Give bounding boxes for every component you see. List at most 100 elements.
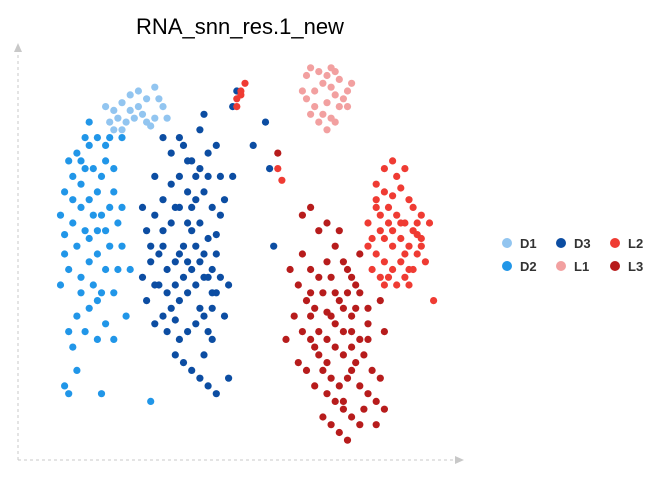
point-l1-24 (343, 103, 352, 111)
point-l3-26 (302, 297, 311, 305)
point-d1-20 (118, 126, 126, 134)
point-l2-45 (372, 203, 380, 211)
point-l2-38 (364, 242, 372, 250)
chart-title: RNA_snn_res.1_new (136, 14, 344, 39)
point-d3-81 (171, 203, 179, 211)
legend-key-l3 (610, 261, 620, 271)
point-d1-13 (110, 126, 118, 134)
point-d2-48 (110, 289, 118, 297)
point-l2-53 (401, 250, 409, 258)
point-l3-73 (356, 250, 364, 258)
point-d1-5 (143, 95, 151, 103)
point-l3-31 (323, 258, 331, 266)
point-d1-7 (122, 118, 130, 126)
point-l3-79 (311, 343, 319, 351)
point-l2-1 (241, 79, 249, 87)
legend-label-l1: L1 (574, 259, 589, 274)
point-d2-20 (73, 242, 81, 250)
point-d2-34 (69, 343, 77, 351)
point-d3-68 (171, 316, 179, 324)
point-d3-27 (175, 297, 183, 305)
point-l3-62 (302, 366, 311, 374)
point-d3-32 (138, 273, 147, 281)
point-d2-56 (89, 165, 97, 173)
point-l3-13 (315, 351, 323, 359)
point-d2-25 (81, 227, 89, 235)
point-d1-19 (163, 114, 171, 122)
point-d3-70 (220, 312, 229, 320)
point-l2-12 (393, 211, 401, 219)
point-d3-45 (184, 328, 192, 336)
point-d2-10 (102, 157, 110, 165)
point-d2-21 (65, 265, 73, 274)
point-d3-13 (143, 227, 151, 235)
point-d3-62 (196, 126, 204, 134)
point-d2-45 (77, 203, 85, 211)
point-d2-64 (56, 281, 65, 289)
legend-key-l2 (610, 238, 620, 248)
point-d3-91 (270, 242, 278, 250)
point-l1-16 (298, 87, 306, 95)
point-d2-37 (61, 382, 69, 390)
point-l3-15 (331, 343, 339, 351)
point-l3-59 (335, 428, 343, 437)
point-l1-21 (331, 118, 339, 126)
point-d3-22 (212, 250, 220, 258)
point-l2-49 (417, 234, 425, 243)
point-l2-31 (389, 157, 397, 165)
point-l3-36 (323, 335, 331, 343)
point-d2-18 (69, 219, 77, 227)
point-d3-11 (159, 196, 167, 204)
point-d3-25 (192, 281, 200, 289)
point-d3-29 (159, 312, 167, 320)
point-l1-15 (323, 99, 331, 107)
point-d2-33 (65, 328, 73, 336)
point-l1-25 (327, 64, 335, 72)
point-d1-17 (143, 118, 151, 126)
point-l3-72 (343, 265, 352, 274)
point-d3-23 (208, 265, 216, 274)
point-d2-16 (106, 203, 114, 211)
point-l2-40 (393, 281, 401, 289)
point-d2-3 (73, 149, 81, 157)
point-d2-55 (69, 196, 77, 204)
point-d3-72 (151, 281, 159, 289)
point-l1-20 (323, 126, 331, 134)
point-l3-35 (331, 320, 339, 328)
legend-key-d3 (556, 238, 566, 248)
point-l2-17 (397, 234, 405, 243)
point-d2-23 (85, 258, 93, 266)
point-l1-2 (323, 71, 331, 80)
point-d3-7 (192, 196, 200, 204)
point-l3-67 (360, 405, 368, 413)
point-l3-28 (286, 265, 294, 274)
point-l1-0 (307, 64, 315, 72)
point-d3-17 (171, 258, 179, 266)
point-d2-54 (114, 265, 122, 274)
point-d3-83 (200, 351, 208, 359)
point-d2-9 (97, 172, 106, 180)
point-d3-38 (188, 265, 196, 274)
point-d3-12 (151, 211, 159, 219)
point-l3-41 (356, 382, 364, 390)
point-l3-52 (343, 374, 352, 382)
point-d3-20 (196, 219, 204, 227)
point-l1-7 (335, 75, 343, 83)
point-d1-15 (155, 95, 163, 103)
legend-key-l1 (556, 261, 566, 271)
point-l3-40 (348, 366, 356, 374)
point-d3-76 (200, 250, 208, 258)
point-d3-86 (200, 110, 208, 118)
point-d2-26 (89, 281, 97, 289)
point-d3-40 (204, 273, 212, 281)
point-d2-31 (85, 304, 93, 312)
point-l3-1 (298, 211, 306, 219)
point-l3-78 (339, 397, 347, 405)
point-d2-14 (110, 165, 118, 173)
point-d1-18 (126, 106, 134, 114)
point-l3-58 (372, 421, 380, 429)
x-axis-arrow-icon (455, 456, 464, 464)
point-l3-19 (364, 320, 372, 328)
point-l2-7 (389, 192, 397, 200)
point-l3-29 (307, 265, 315, 274)
